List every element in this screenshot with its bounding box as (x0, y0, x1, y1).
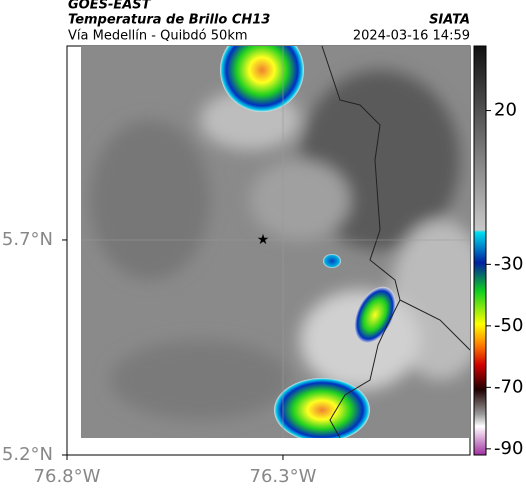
satellite-name: GOES-EAST (68, 0, 152, 13)
svg-text:★: ★ (257, 232, 270, 248)
x-tick-label: 76.8°W (34, 466, 101, 487)
y-tick-label: 5.7°N (2, 229, 53, 250)
route: Vía Medellín - Quibdó 50km (68, 29, 248, 44)
product-title: Temperatura de Brillo CH13 (68, 13, 270, 28)
source: SIATA (429, 13, 470, 28)
y-tick-label: 5.2°N (2, 444, 53, 465)
x-tick-label: 76.3°W (250, 466, 317, 487)
colorbar-tick-label: -70 (494, 376, 523, 397)
colorbar-tick-label: 20 (494, 100, 517, 121)
colorbar-tick-label: -30 (494, 253, 523, 274)
datetime: 2024-03-16 14:59 (353, 29, 470, 44)
colorbar-tick-label: -50 (494, 315, 523, 336)
satellite-image: ★ (81, 46, 470, 438)
colorbar (473, 45, 487, 456)
colorbar-tick-label: -90 (494, 438, 523, 459)
